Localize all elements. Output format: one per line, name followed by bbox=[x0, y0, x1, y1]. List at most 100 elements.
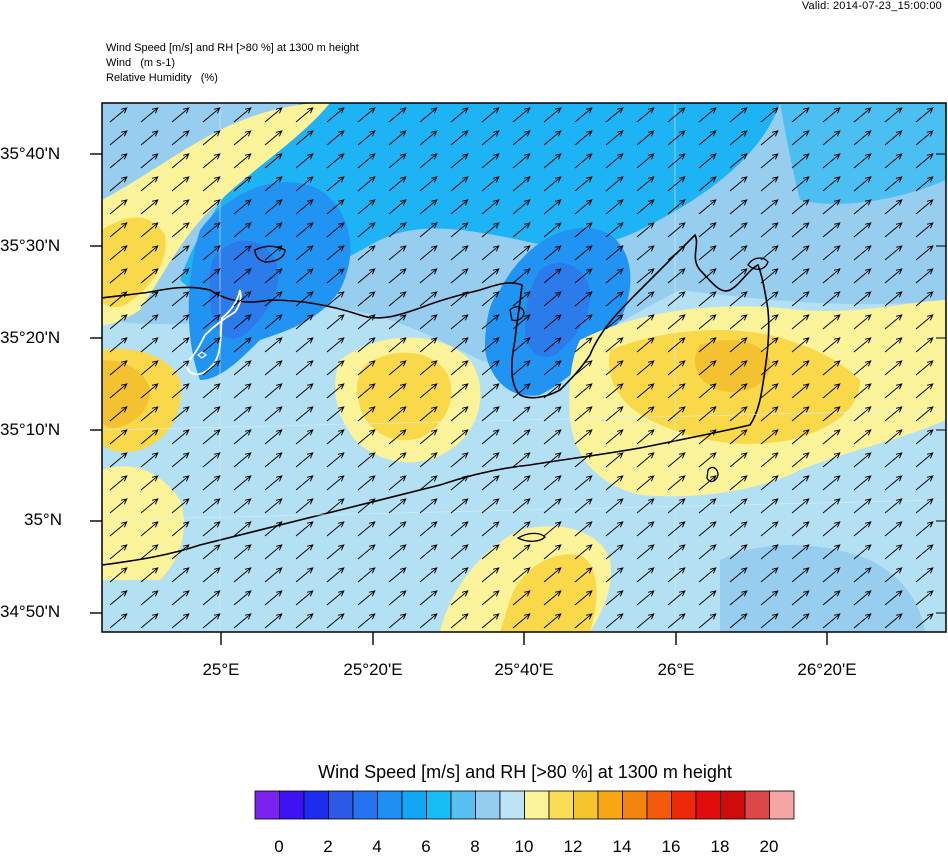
wind-arrow bbox=[884, 107, 903, 123]
wind-arrow bbox=[481, 429, 500, 445]
wind-arrow bbox=[109, 199, 128, 215]
wind-arrow bbox=[791, 199, 810, 215]
wind-arrow bbox=[171, 452, 190, 468]
wind-arrow bbox=[729, 544, 748, 560]
wind-arrow bbox=[481, 544, 500, 560]
wind-arrow bbox=[264, 199, 283, 215]
wind-arrow bbox=[915, 245, 934, 261]
wind-arrow bbox=[326, 245, 345, 261]
wind-arrow bbox=[884, 498, 903, 514]
wind-arrow bbox=[884, 337, 903, 353]
wind-arrow bbox=[326, 613, 345, 629]
ne-islet bbox=[747, 257, 769, 270]
colorbar-label: 4 bbox=[372, 837, 382, 856]
wind-arrow bbox=[481, 107, 500, 123]
wind-arrow bbox=[822, 291, 841, 307]
wind-arrow bbox=[574, 429, 593, 445]
wind-arrow bbox=[512, 153, 531, 169]
wind-arrow bbox=[915, 360, 934, 376]
wind-arrow bbox=[543, 268, 562, 284]
wind-arrow bbox=[574, 360, 593, 376]
wind-arrow bbox=[822, 567, 841, 583]
wind-arrow bbox=[512, 291, 531, 307]
wind-arrow bbox=[326, 360, 345, 376]
wind-arrow bbox=[574, 291, 593, 307]
wind-arrow bbox=[202, 107, 221, 123]
wind-arrow bbox=[171, 544, 190, 560]
wind-arrow bbox=[264, 590, 283, 606]
wind-arrow bbox=[326, 521, 345, 537]
wind-arrow bbox=[915, 567, 934, 583]
wind-arrow bbox=[853, 199, 872, 215]
wind-arrow bbox=[264, 107, 283, 123]
wind-arrow bbox=[450, 429, 469, 445]
wind-arrow bbox=[233, 153, 252, 169]
wind-arrow bbox=[419, 176, 438, 192]
wind-arrow bbox=[636, 544, 655, 560]
wind-arrow bbox=[791, 475, 810, 491]
colorbar-label: 2 bbox=[323, 837, 333, 856]
wind-arrow bbox=[202, 521, 221, 537]
wind-arrow bbox=[140, 130, 159, 146]
wind-arrow bbox=[388, 475, 407, 491]
wind-arrow bbox=[419, 613, 438, 629]
wind-arrow bbox=[140, 268, 159, 284]
wind-arrow bbox=[512, 360, 531, 376]
wind-arrow bbox=[140, 153, 159, 169]
wind-arrow bbox=[171, 153, 190, 169]
wind-arrow bbox=[791, 590, 810, 606]
wind-arrow bbox=[667, 291, 686, 307]
wind-arrow bbox=[760, 613, 779, 629]
wind-arrow bbox=[109, 291, 128, 307]
wind-arrow bbox=[295, 107, 314, 123]
wind-arrow bbox=[915, 337, 934, 353]
wind-arrow bbox=[605, 107, 624, 123]
wind-arrow bbox=[202, 291, 221, 307]
wind-arrow bbox=[264, 452, 283, 468]
wind-arrow bbox=[791, 360, 810, 376]
wind-arrow bbox=[760, 475, 779, 491]
wind-arrow bbox=[729, 337, 748, 353]
wind-arrow bbox=[450, 245, 469, 261]
colorbar-title: Wind Speed [m/s] and RH [>80 %] at 1300 … bbox=[318, 762, 732, 782]
wind-arrow bbox=[574, 521, 593, 537]
wind-arrow bbox=[512, 452, 531, 468]
wind-arrow bbox=[357, 429, 376, 445]
wind-arrow bbox=[419, 245, 438, 261]
wind-arrow bbox=[202, 544, 221, 560]
wind-arrow bbox=[326, 544, 345, 560]
wind-arrow bbox=[450, 314, 469, 330]
wind-arrow bbox=[357, 613, 376, 629]
wind-arrow bbox=[388, 291, 407, 307]
wind-arrow bbox=[853, 130, 872, 146]
wind-arrow bbox=[760, 222, 779, 238]
wind-arrow bbox=[853, 107, 872, 123]
wind-arrow bbox=[202, 245, 221, 261]
faint-graticule bbox=[102, 499, 946, 521]
wind-subtitle: Wind (m s-1) bbox=[106, 57, 176, 69]
wind-arrow bbox=[884, 544, 903, 560]
wind-arrow bbox=[512, 521, 531, 537]
wind-arrow bbox=[512, 544, 531, 560]
wind-arrow bbox=[574, 314, 593, 330]
wind-arrow bbox=[419, 153, 438, 169]
wind-arrow bbox=[202, 383, 221, 399]
wind-arrow bbox=[698, 107, 717, 123]
wind-arrow bbox=[605, 383, 624, 399]
wind-arrow bbox=[822, 360, 841, 376]
wind-arrow bbox=[109, 222, 128, 238]
wind-arrow bbox=[264, 314, 283, 330]
wind-arrow bbox=[822, 498, 841, 514]
wind-arrow bbox=[574, 107, 593, 123]
wind-arrow bbox=[667, 199, 686, 215]
wind-arrow bbox=[419, 590, 438, 606]
wind-arrow bbox=[264, 360, 283, 376]
wind-arrow bbox=[667, 590, 686, 606]
wind-arrow bbox=[326, 475, 345, 491]
wind-arrow bbox=[481, 337, 500, 353]
wind-arrow bbox=[481, 475, 500, 491]
wind-arrow bbox=[884, 222, 903, 238]
wind-arrow bbox=[295, 452, 314, 468]
rh-subtitle: Relative Humidity (%) bbox=[106, 72, 218, 84]
wind-arrow bbox=[636, 268, 655, 284]
